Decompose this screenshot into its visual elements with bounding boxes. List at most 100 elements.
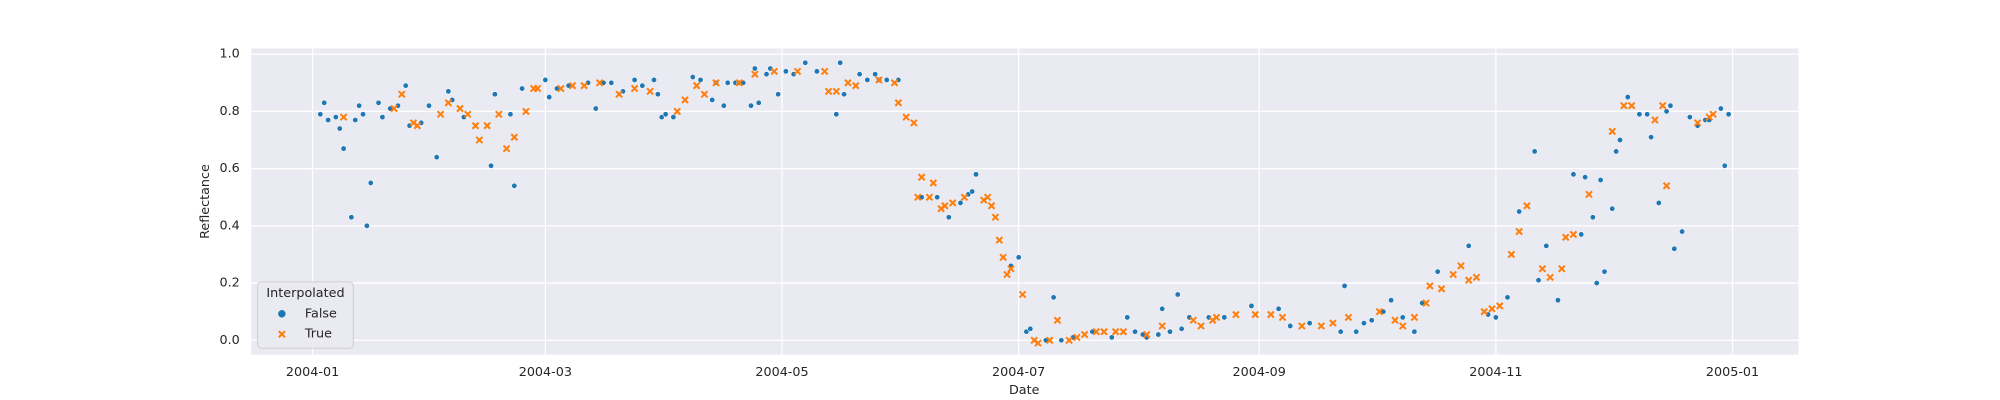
point <box>1667 102 1674 109</box>
point <box>592 105 599 112</box>
point <box>1159 305 1166 312</box>
point <box>697 77 704 83</box>
point <box>340 145 347 152</box>
point <box>445 88 452 95</box>
point <box>724 79 731 86</box>
point <box>1709 110 1717 119</box>
y-tick-label: 1.0 <box>220 47 240 62</box>
point <box>1411 328 1418 335</box>
point <box>1015 254 1022 261</box>
point <box>941 202 949 210</box>
point <box>367 180 374 186</box>
point <box>1725 111 1732 118</box>
point <box>851 81 860 90</box>
point <box>325 117 332 123</box>
x-tick-label: 2004-09 <box>1233 365 1286 380</box>
point <box>360 111 366 118</box>
point <box>945 214 952 221</box>
point <box>1119 327 1128 336</box>
point <box>1693 119 1702 127</box>
point <box>1391 316 1399 325</box>
plot-area <box>251 48 1799 355</box>
point <box>1457 262 1465 270</box>
point <box>1108 334 1115 341</box>
point <box>1582 174 1589 181</box>
point <box>1546 273 1554 282</box>
point <box>542 77 549 83</box>
point <box>1569 230 1578 239</box>
point <box>1212 313 1221 322</box>
point <box>1065 336 1073 345</box>
point <box>1111 327 1120 336</box>
point <box>1174 291 1181 298</box>
point <box>1398 322 1407 330</box>
point <box>735 79 744 87</box>
point <box>1399 314 1406 321</box>
point <box>1317 322 1326 330</box>
point <box>782 68 789 75</box>
point <box>1388 297 1395 304</box>
point <box>987 202 996 210</box>
point <box>348 214 355 221</box>
point <box>580 81 588 90</box>
point <box>1278 313 1287 322</box>
point <box>1543 242 1550 249</box>
point <box>1034 339 1042 347</box>
point <box>1434 268 1441 275</box>
point <box>1092 327 1101 336</box>
point <box>658 114 665 121</box>
point <box>1570 171 1577 178</box>
point <box>332 114 339 121</box>
point <box>1620 101 1628 110</box>
point <box>426 102 432 109</box>
point <box>1492 314 1499 321</box>
point <box>1561 233 1570 242</box>
point <box>1554 297 1561 304</box>
legend: Interpolated False True <box>257 281 354 349</box>
point <box>934 194 941 201</box>
point <box>511 182 518 189</box>
point <box>833 111 840 118</box>
point <box>662 111 669 118</box>
point <box>502 144 511 153</box>
point <box>1058 337 1065 344</box>
point <box>673 107 682 116</box>
point <box>433 154 440 161</box>
point <box>363 222 370 229</box>
point <box>510 133 519 141</box>
point <box>929 179 938 187</box>
point <box>568 81 577 90</box>
x-tick-label: 2004-03 <box>519 365 572 380</box>
point <box>1221 314 1228 321</box>
point <box>751 70 759 79</box>
point <box>519 85 526 92</box>
y-tick-label: 0.4 <box>220 218 240 233</box>
point <box>883 77 890 83</box>
point <box>317 111 324 118</box>
point <box>689 74 696 81</box>
y-tick-label: 0.2 <box>220 276 240 291</box>
point <box>824 87 833 96</box>
point <box>1426 282 1434 290</box>
point <box>1624 94 1631 101</box>
point <box>557 84 565 93</box>
point <box>890 79 899 87</box>
point <box>1167 328 1173 335</box>
point <box>1655 200 1662 206</box>
point <box>444 99 453 107</box>
point <box>1132 328 1138 335</box>
legend-label: True <box>304 327 332 342</box>
point <box>1507 250 1516 259</box>
point <box>1627 101 1636 110</box>
point <box>1053 316 1062 325</box>
point <box>471 121 480 130</box>
point <box>914 193 922 202</box>
point <box>646 87 654 96</box>
point <box>495 110 503 119</box>
point <box>999 253 1007 262</box>
point <box>615 90 623 99</box>
point <box>1158 322 1166 330</box>
point <box>1155 331 1162 338</box>
legend-marker <box>278 330 286 338</box>
